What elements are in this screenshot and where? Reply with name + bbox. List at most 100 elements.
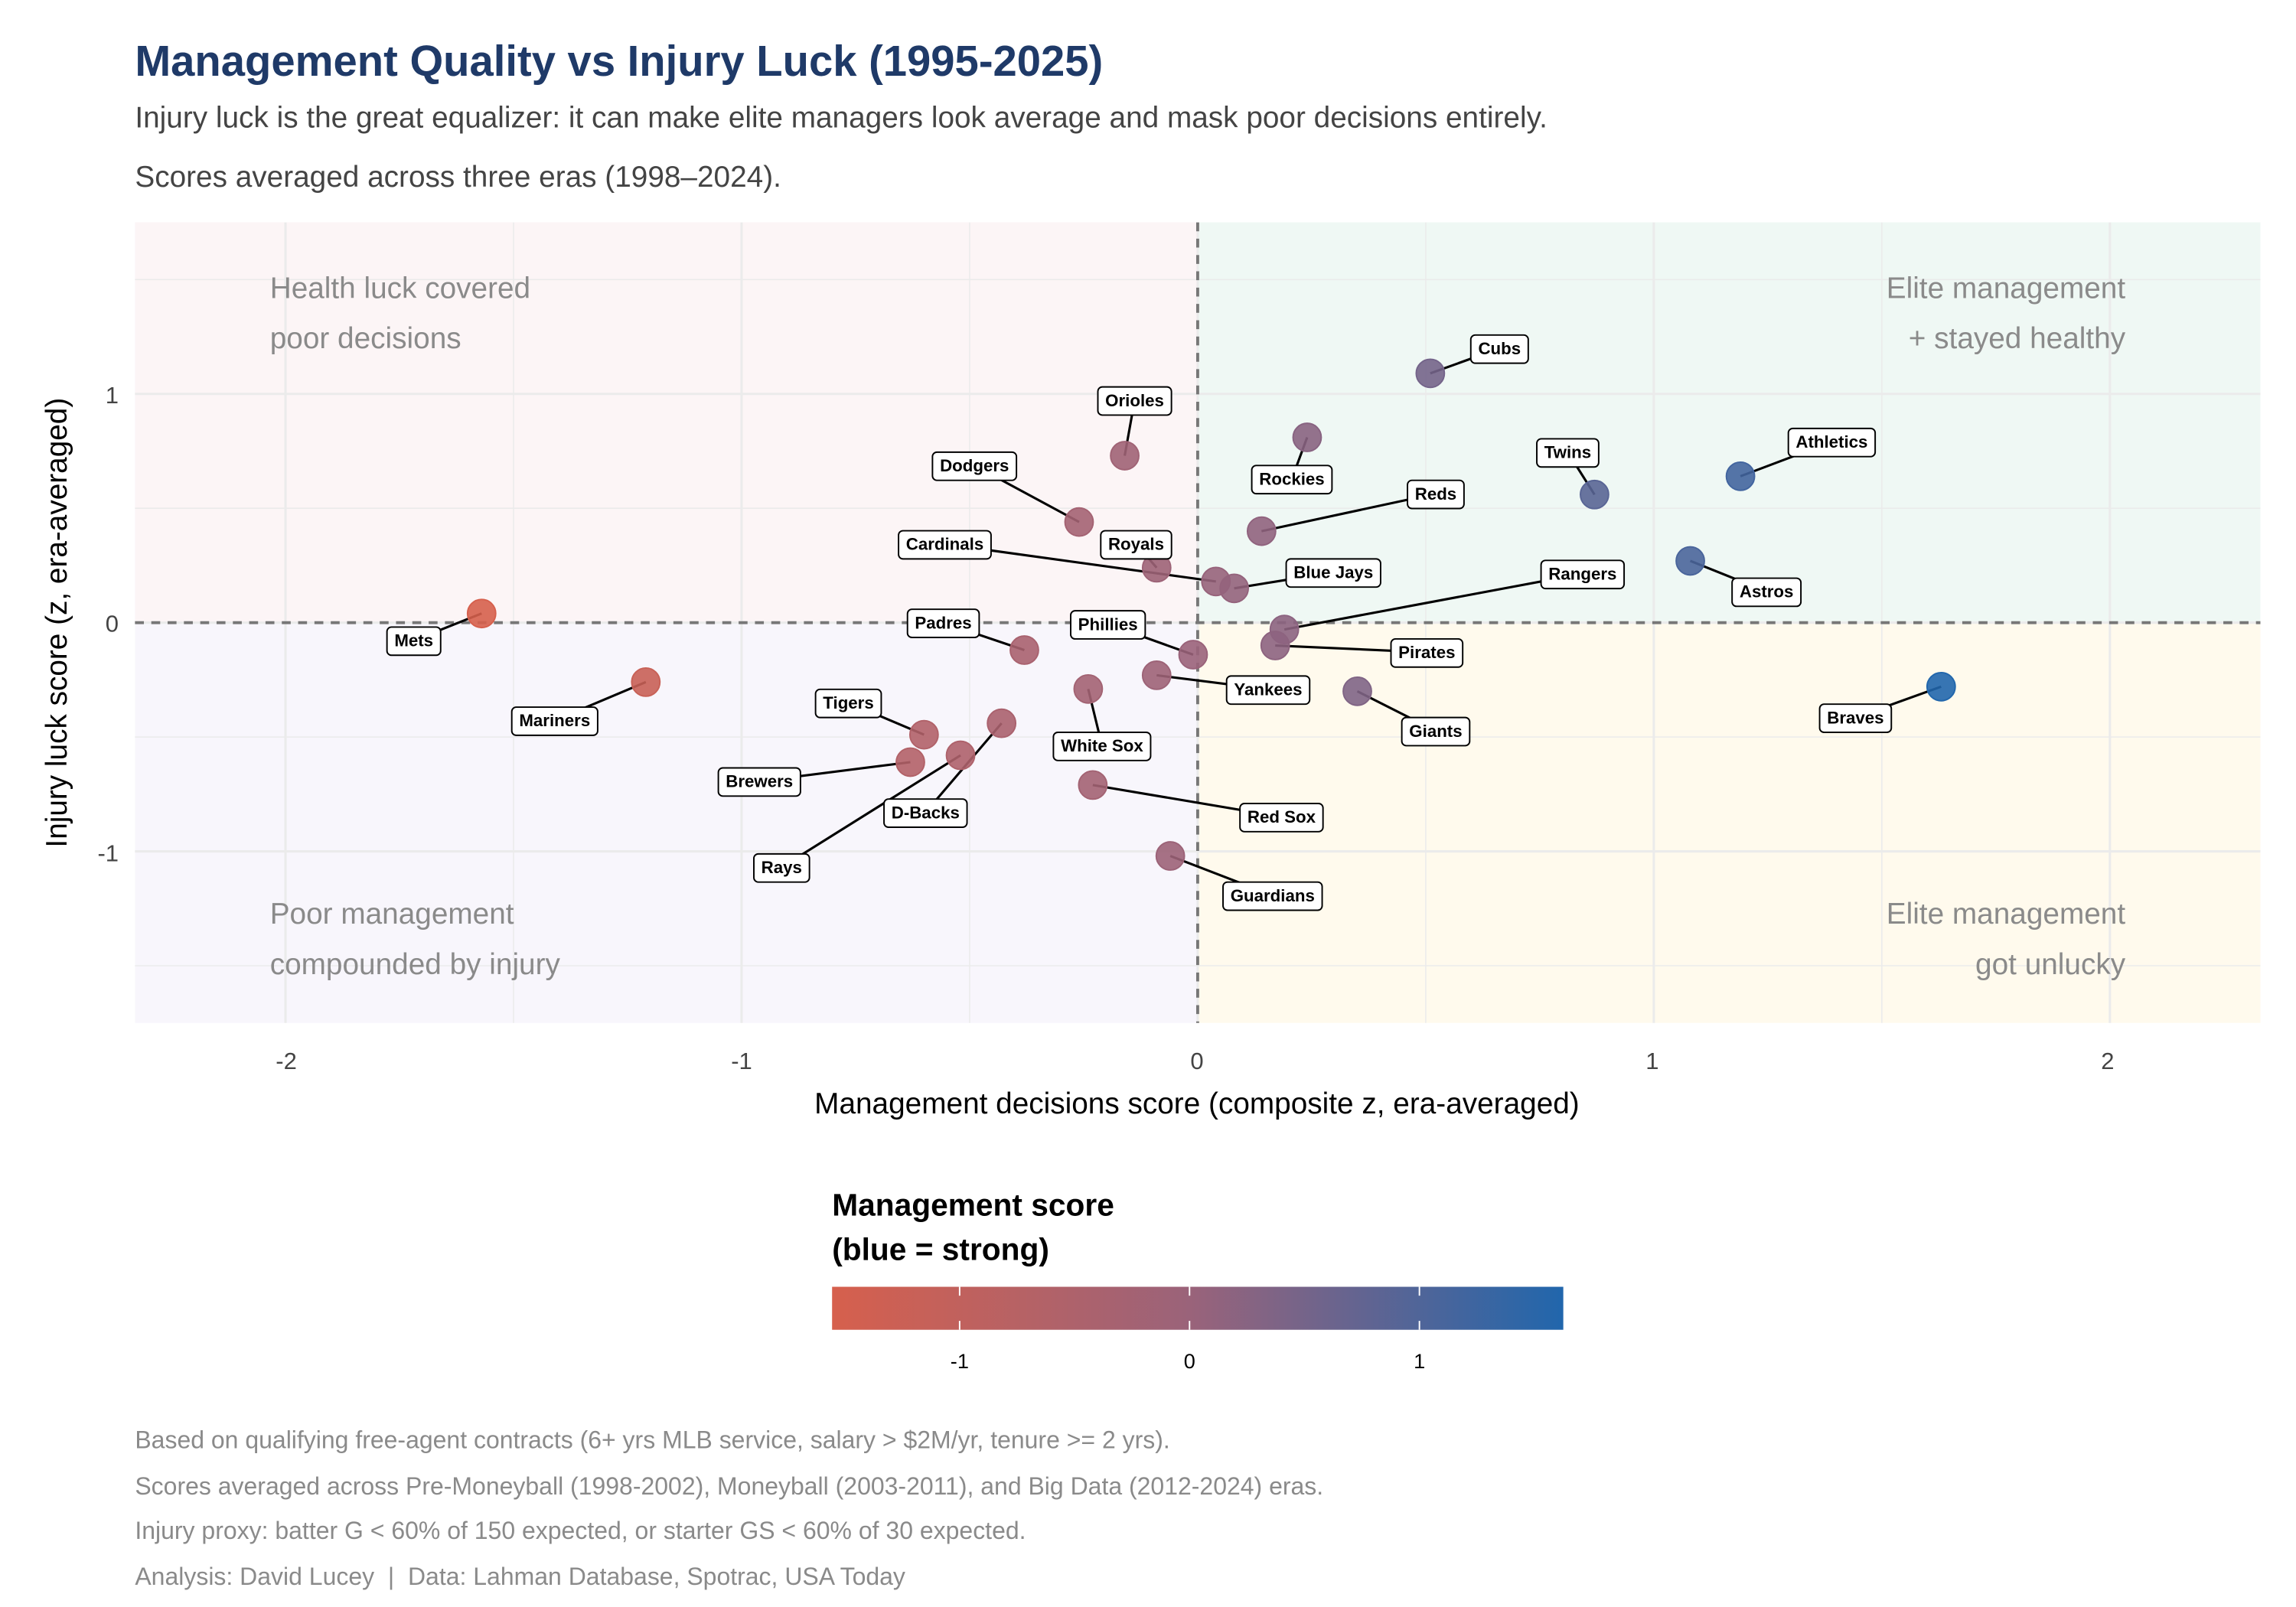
caption-line: Analysis: David Lucey | Data: Lahman Dat…: [135, 1563, 905, 1590]
data-points: [466, 358, 1956, 871]
leader-line: [1261, 492, 1437, 533]
point-label-box: [753, 852, 810, 883]
data-point: [1675, 546, 1705, 576]
point-label: Padres: [906, 608, 980, 638]
point-label-text: Blue Jays: [1293, 563, 1373, 582]
quadrant-labels: Health luck covered poor decisions Elite…: [270, 272, 2126, 980]
point-label-box: [1097, 386, 1172, 416]
legend-tick-label: 1: [1414, 1349, 1425, 1373]
point-label: Athletics: [1787, 427, 1877, 458]
quadrant-label-bottom-right-1: Elite management: [1887, 898, 2126, 931]
plot-panel: [135, 222, 2261, 1023]
point-label-text: Rockies: [1259, 469, 1324, 488]
point-label-text: Cubs: [1478, 339, 1521, 358]
point-label: Braves: [1818, 703, 1893, 733]
point-label-box: [1787, 427, 1877, 458]
x-axis-label: Management decisions score (composite z,…: [814, 1087, 1580, 1120]
point-label: Rangers: [1540, 559, 1626, 590]
point-label: Guardians: [1222, 881, 1323, 911]
point-label-box: [510, 706, 598, 736]
chart-title: Management Quality vs Injury Luck (1995-…: [135, 37, 1103, 85]
chart-subtitle-1: Injury luck is the great equalizer: it c…: [135, 102, 1547, 135]
y-axis-label: Injury luck score (z, era-averaged): [41, 398, 73, 848]
points-layer: Cubs Rockies Orioles Twins Athletics Dodgers R…: [386, 334, 1956, 911]
data-point: [1219, 573, 1249, 604]
point-label: Pirates: [1390, 637, 1464, 668]
point-label-text: Yankees: [1234, 680, 1302, 699]
leader-line: [1283, 572, 1583, 631]
legend-title-2: (blue = strong): [832, 1232, 1049, 1267]
point-label: Astros: [1731, 577, 1802, 608]
point-label-text: D-Backs: [892, 803, 960, 822]
point-label-text: Giants: [1409, 722, 1462, 741]
point-label-text: Phillies: [1078, 614, 1138, 634]
x-axis-ticks: -2 -1 0 1 2: [276, 1048, 2114, 1074]
point-label: Blue Jays: [1285, 558, 1381, 588]
point-label-box: [931, 451, 1018, 481]
caption-line: Scores averaged across Pre-Moneyball (19…: [135, 1472, 1323, 1500]
point-label-box: [1052, 732, 1152, 761]
data-point: [895, 747, 925, 777]
point-label-text: Mets: [394, 631, 433, 650]
point-label-box: [386, 626, 442, 657]
point-label: D-Backs: [883, 798, 968, 828]
point-label-text: Orioles: [1105, 391, 1164, 410]
point-label-box: [1407, 479, 1465, 510]
caption-line: Injury proxy: batter G < 60% of 150 expe…: [135, 1517, 1026, 1544]
quadrant-top-right: [1197, 222, 2261, 623]
data-point: [1580, 479, 1609, 510]
point-label-box: [1239, 803, 1324, 833]
point-label-text: Rangers: [1548, 564, 1616, 583]
data-point: [1009, 635, 1039, 665]
point-label: Red Sox: [1239, 803, 1324, 833]
point-label-box: [1469, 334, 1529, 364]
data-point: [1110, 441, 1140, 471]
point-label-box: [1818, 703, 1893, 733]
point-label-box: [883, 798, 968, 828]
data-point: [945, 740, 976, 771]
point-label-box: [1401, 716, 1471, 747]
x-tick-label: -2: [276, 1048, 297, 1074]
data-point: [1178, 640, 1208, 670]
point-label: Cubs: [1469, 334, 1529, 364]
point-label-text: Red Sox: [1247, 807, 1316, 826]
point-label: Rays: [753, 852, 810, 883]
point-label-text: Tigers: [823, 693, 873, 712]
point-label-text: Twins: [1544, 443, 1591, 462]
point-label-text: Mariners: [519, 711, 590, 730]
point-label: White Sox: [1052, 732, 1152, 761]
point-label: Phillies: [1070, 610, 1146, 640]
legend-colorbar: [832, 1286, 1564, 1330]
point-label-text: Padres: [915, 613, 971, 632]
point-label: Cardinals: [898, 530, 992, 560]
leader-line: [781, 754, 961, 869]
point-label: Mariners: [510, 706, 598, 736]
data-point: [466, 598, 497, 629]
legend-title-1: Management score: [832, 1188, 1114, 1223]
point-label: Mets: [386, 626, 442, 657]
data-point: [1342, 676, 1372, 706]
y-tick-label: 0: [106, 610, 119, 637]
point-label-text: Dodgers: [940, 456, 1009, 475]
legend-tick-label: 0: [1184, 1349, 1195, 1373]
data-point: [1415, 358, 1446, 389]
y-tick-label: -1: [97, 840, 119, 867]
data-point: [1292, 422, 1322, 452]
point-label-box: [1070, 610, 1146, 640]
quadrant-bottom-left: [135, 622, 1198, 1023]
x-tick-label: 2: [2101, 1048, 2114, 1074]
point-label: Rockies: [1251, 464, 1333, 495]
point-label-box: [1536, 438, 1600, 468]
point-label-box: [814, 688, 882, 719]
data-point: [987, 708, 1017, 738]
point-label-text: Pirates: [1398, 643, 1455, 662]
point-label: Dodgers: [931, 451, 1018, 481]
caption: Based on qualifying free-agent contracts…: [135, 1426, 1323, 1590]
data-point: [1246, 516, 1277, 546]
point-label-text: White Sox: [1061, 736, 1143, 755]
point-label-text: Rays: [762, 858, 802, 877]
y-axis-ticks: -1 0 1: [97, 382, 119, 867]
data-point: [631, 667, 661, 697]
quadrant-label-bottom-left-1: Poor management: [270, 898, 514, 931]
